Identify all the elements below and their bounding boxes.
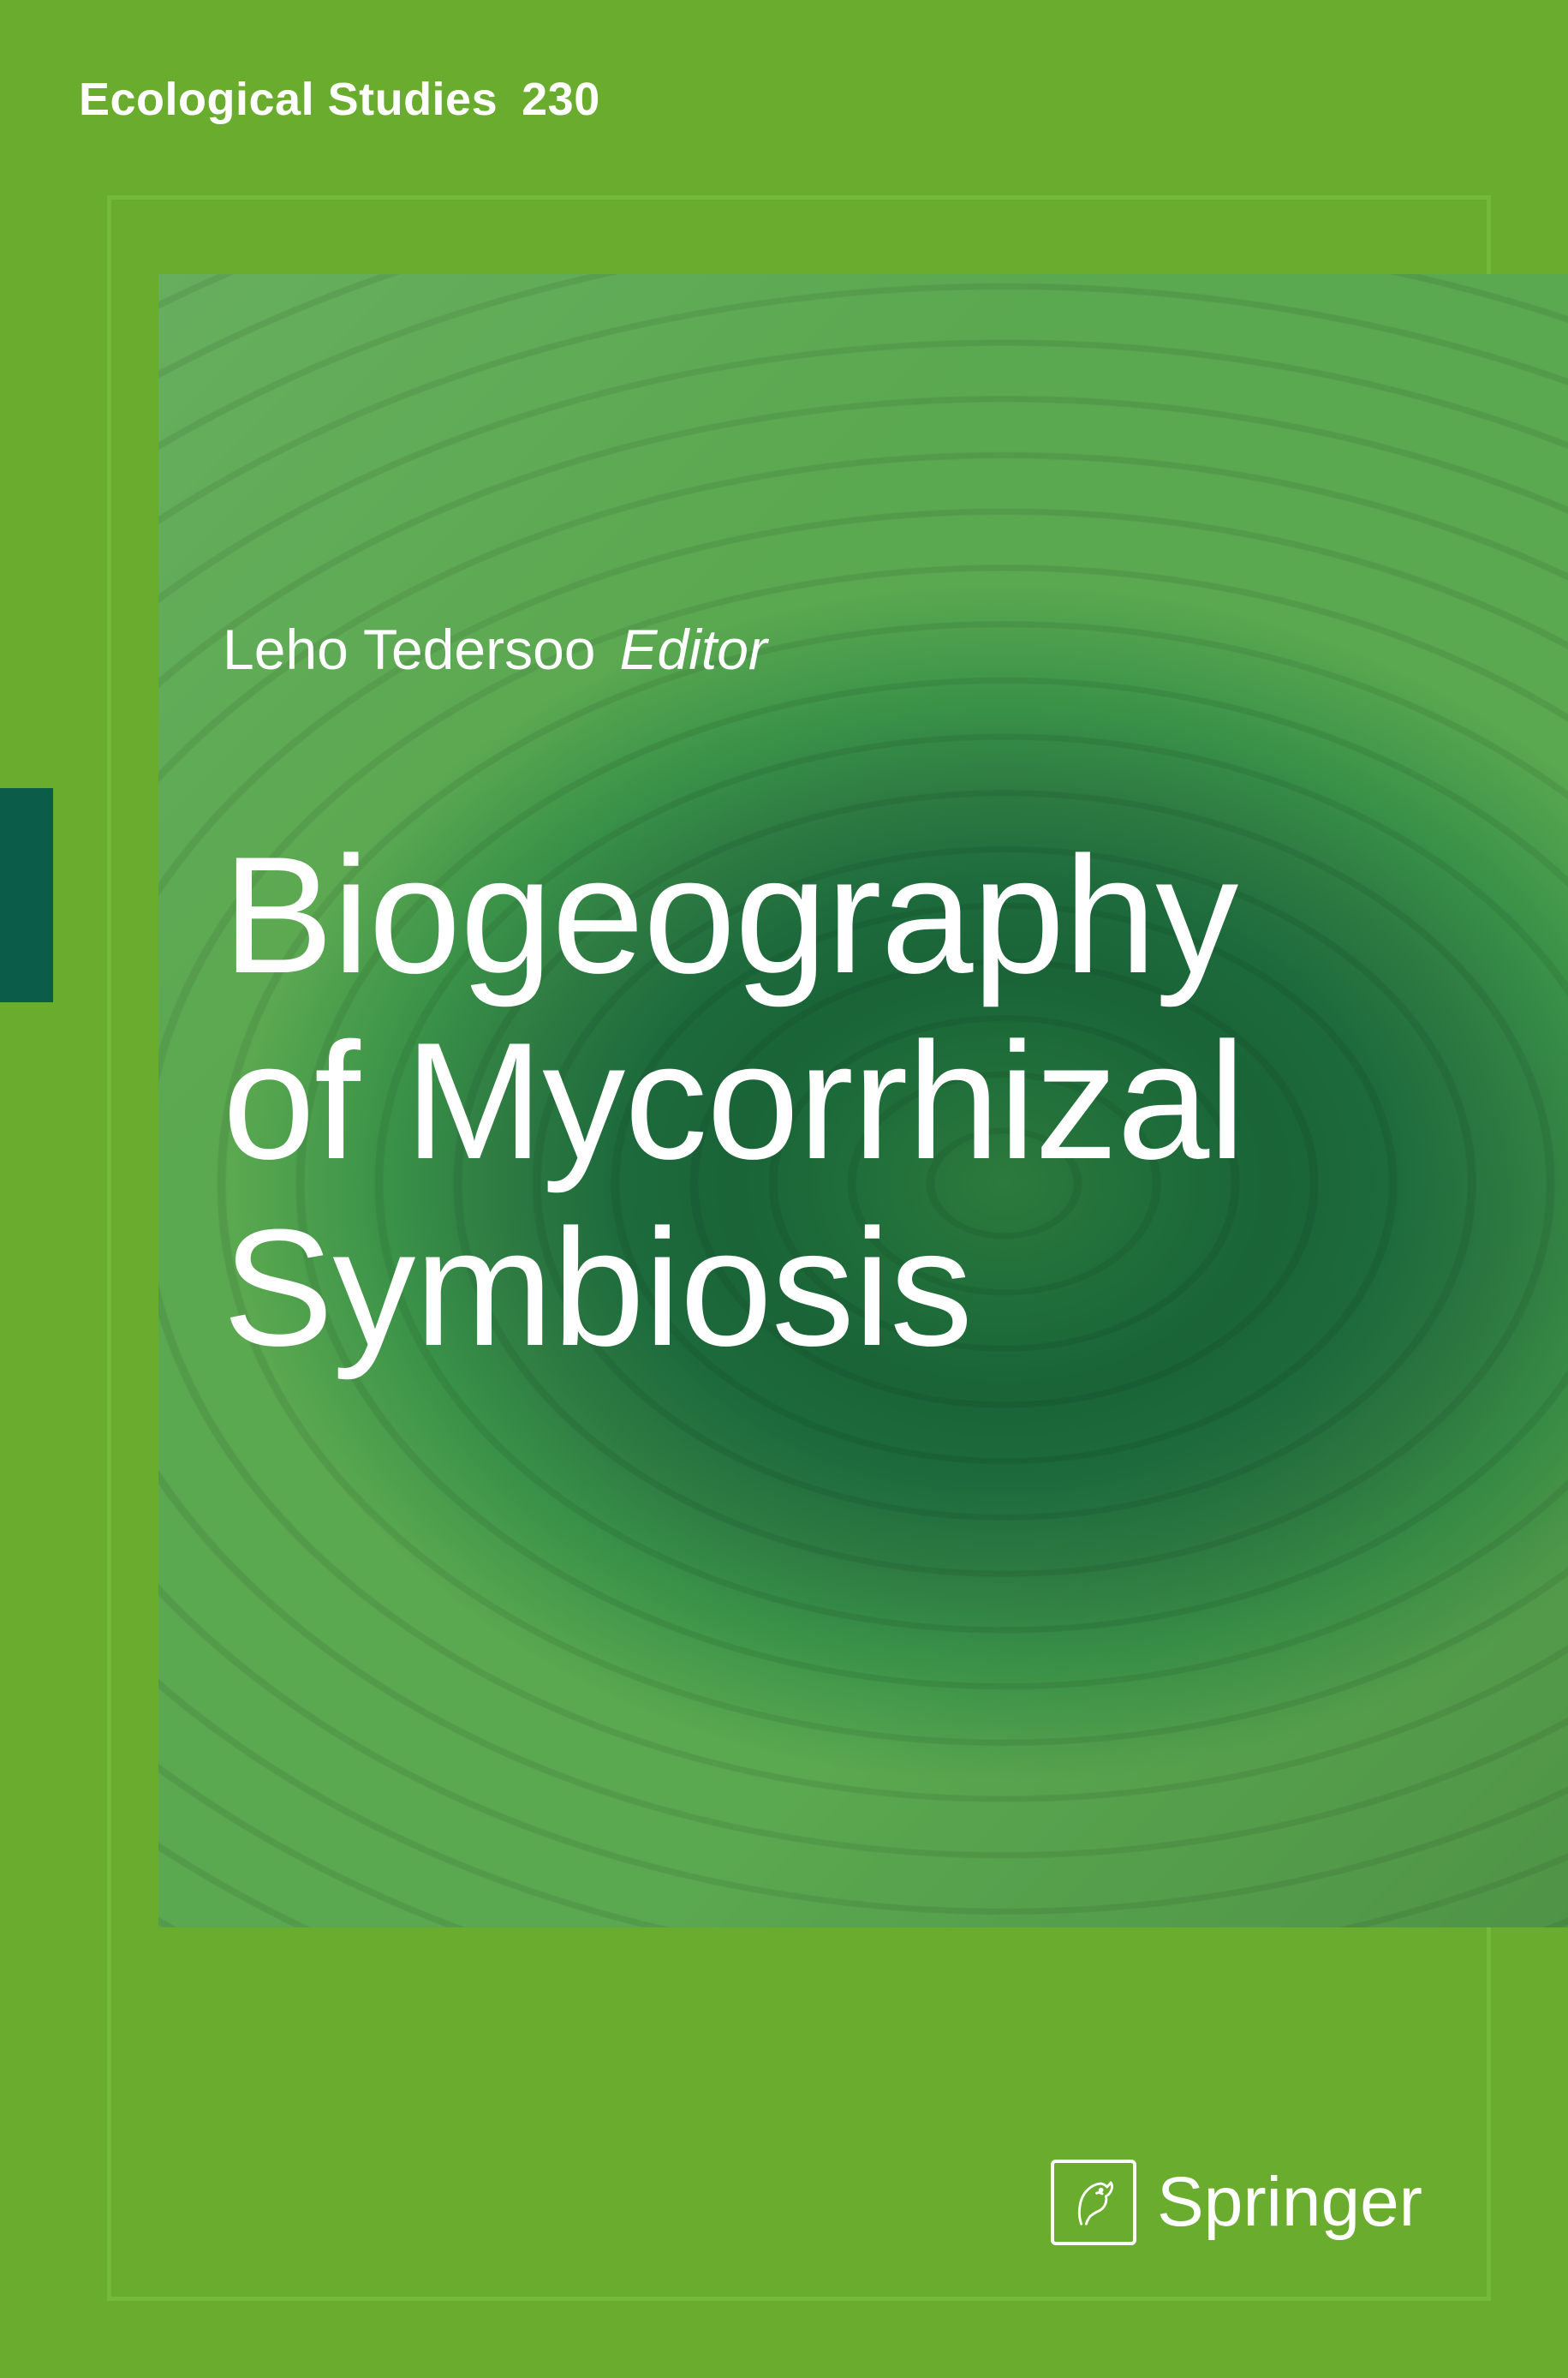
editor-line: Leho Tedersoo Editor [223,617,767,682]
publisher-name: Springer [1157,2162,1422,2243]
title-line-2: of Mycorrhizal [223,1008,1244,1194]
book-cover: Ecological Studies 230 Leho Tedersoo Edito… [0,0,1568,2378]
title-line-1: Biogeography [223,822,1244,1008]
accent-bar [0,788,53,1002]
editor-role: Editor [619,618,766,681]
book-title: Biogeography of Mycorrhizal Symbiosis [223,822,1244,1381]
series-volume: 230 [522,74,600,125]
publisher-block: Springer [1051,2160,1422,2245]
editor-name: Leho Tedersoo [223,618,595,681]
series-label: Ecological Studies 230 [79,73,600,126]
title-line-3: Symbiosis [223,1195,1244,1381]
series-name: Ecological Studies [79,74,498,125]
springer-horse-icon [1051,2160,1136,2245]
